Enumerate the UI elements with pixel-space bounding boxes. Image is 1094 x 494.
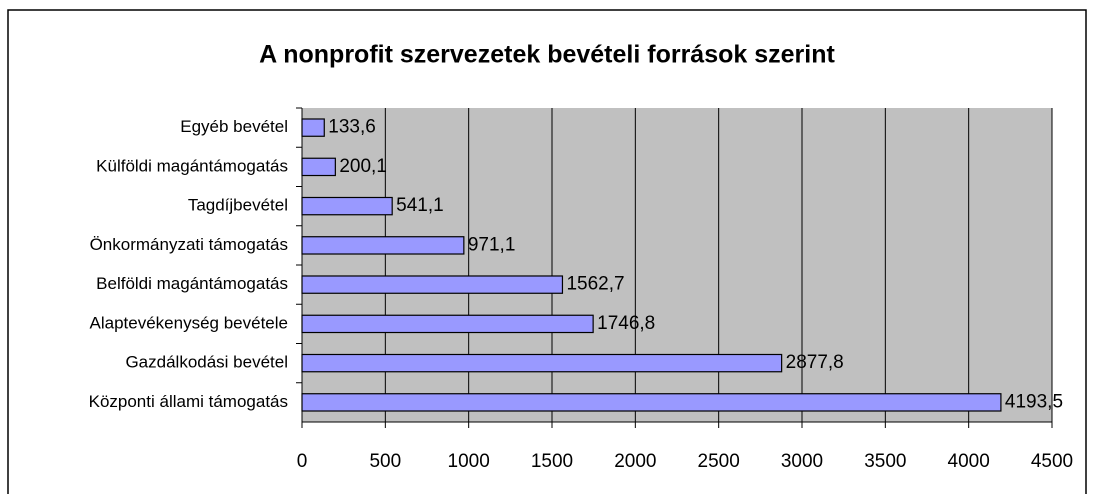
bar (301, 314, 594, 334)
y-tick-label: Egyéb bevétel (180, 117, 288, 136)
y-tick-label: Alaptevékenység bevétele (90, 313, 288, 332)
bar (301, 236, 465, 255)
data-label: 200,1 (339, 156, 387, 177)
x-tick-label: 2000 (614, 451, 656, 472)
bar (301, 157, 336, 177)
data-label: 1562,7 (566, 274, 624, 295)
y-tick-label: Önkormányzati támogatás (90, 235, 288, 254)
x-tick-label: 3500 (864, 451, 906, 472)
bar (301, 353, 783, 373)
x-tick-label: 1000 (448, 451, 490, 472)
data-label: 541,1 (396, 195, 444, 216)
x-tick-label: 0 (297, 451, 308, 472)
x-tick-label: 4500 (1031, 451, 1073, 472)
data-label: 971,1 (468, 234, 516, 255)
bar (301, 196, 393, 216)
plot-area (302, 108, 1052, 422)
bar (301, 275, 564, 294)
chart-title: A nonprofit szervezetek bevételi forráso… (259, 41, 835, 69)
data-label: 2877,8 (786, 352, 844, 373)
x-tick-label: 500 (369, 451, 401, 472)
y-tick-label: Belföldi magántámogatás (96, 274, 288, 293)
bar (301, 393, 1002, 412)
y-tick-label: Központi állami támogatás (89, 392, 288, 411)
x-tick-label: 3000 (781, 451, 823, 472)
y-tick-label: Tagdíjbevétel (188, 196, 288, 215)
y-tick-label: Gazdálkodási bevétel (125, 353, 288, 372)
x-tick-label: 2500 (698, 451, 740, 472)
bar (301, 118, 325, 137)
data-label: 1746,8 (597, 313, 655, 334)
data-label: 133,6 (328, 117, 376, 138)
x-tick-label: 4000 (948, 451, 990, 472)
data-label: 4193,5 (1005, 391, 1063, 412)
x-tick-label: 1500 (531, 451, 573, 472)
y-tick-label: Külföldi magántámogatás (96, 156, 288, 175)
